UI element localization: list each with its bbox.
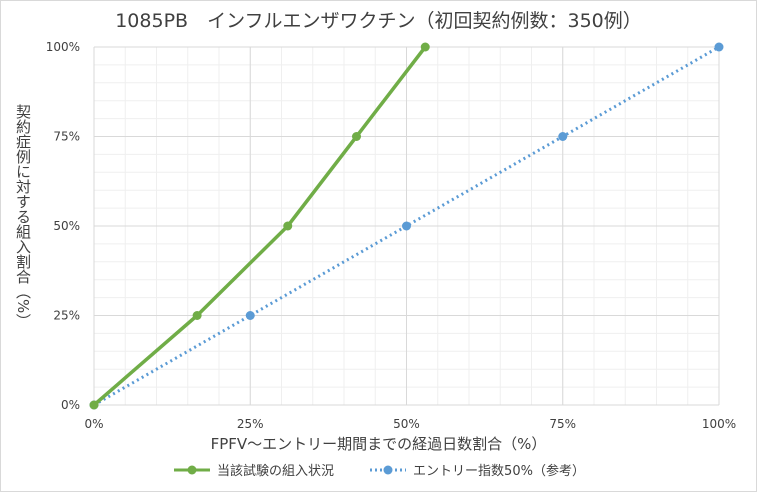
series-point-0 — [89, 400, 99, 410]
series-point-1 — [245, 311, 255, 320]
series-point-0 — [192, 311, 202, 320]
x-axis-label: FPFV～エントリー期間までの経過日数割合（%） — [210, 435, 547, 453]
legend-label-1: エントリー指数50%（参考） — [413, 464, 585, 479]
x-tick-label: 25% — [237, 417, 264, 431]
x-tick-label: 0% — [84, 417, 103, 431]
y-tick-label: 100% — [46, 40, 80, 54]
series-point-0 — [420, 42, 430, 52]
series-point-1 — [714, 42, 724, 52]
series-line-1 — [93, 45, 720, 407]
series-point-0 — [352, 132, 361, 141]
series-point-1 — [558, 132, 568, 141]
legend-item-1: エントリー指数50%（参考） — [368, 460, 585, 479]
x-tick-label: 75% — [549, 417, 576, 431]
y-axis-label: 契約症例に対する組入割合（%） — [14, 104, 32, 329]
legend-swatch-1 — [370, 465, 407, 474]
y-tick-label: 0% — [61, 398, 80, 412]
series-point-0 — [283, 221, 293, 231]
x-tick-label: 100% — [702, 417, 736, 431]
legend: 当該試験の組入状況 エントリー指数50%（参考） — [0, 460, 757, 479]
legend-item-0: 当該試験の組入状況 — [172, 460, 334, 479]
series-point-1 — [402, 221, 411, 231]
chart-title: 1085PB インフルエンザワクチン（初回契約例数：350例） — [115, 10, 642, 32]
legend-label-0: 当該試験の組入状況 — [217, 464, 335, 479]
y-tick-label: 50% — [53, 219, 80, 233]
y-tick-label: 75% — [53, 130, 80, 144]
y-tick-label: 25% — [53, 309, 80, 323]
x-tick-label: 50% — [393, 417, 420, 431]
legend-swatch-0 — [174, 465, 211, 474]
